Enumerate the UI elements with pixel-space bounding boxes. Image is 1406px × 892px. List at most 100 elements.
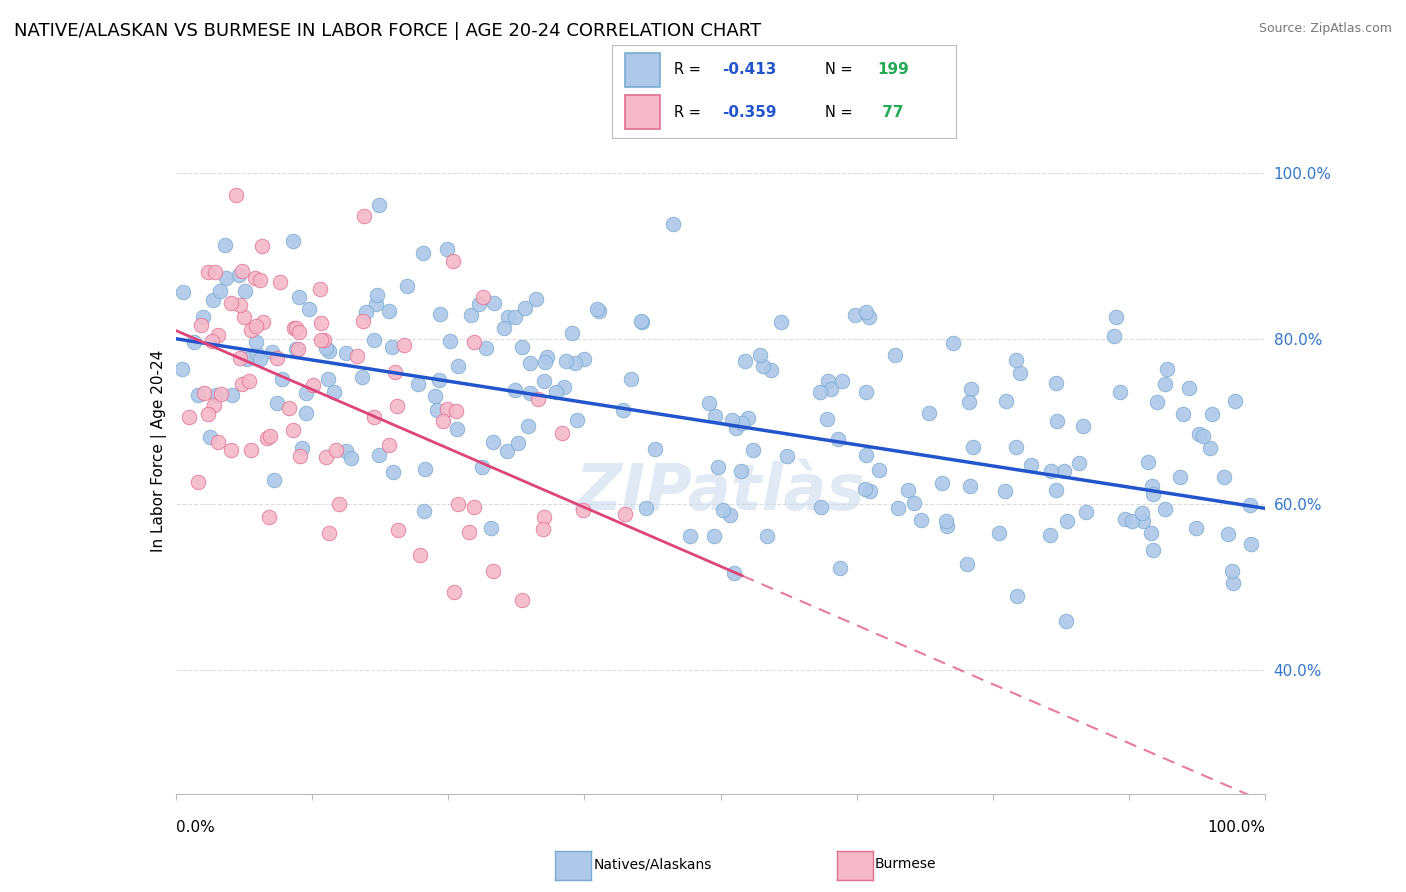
Point bbox=[482, 564, 505, 578]
Point bbox=[1137, 455, 1160, 469]
Point bbox=[1054, 614, 1077, 628]
Text: Source: ZipAtlas.com: Source: ZipAtlas.com bbox=[1258, 22, 1392, 36]
Point bbox=[956, 557, 979, 571]
Point bbox=[382, 465, 405, 479]
Point bbox=[439, 334, 461, 348]
Point bbox=[350, 370, 373, 384]
Point bbox=[519, 356, 541, 370]
Point bbox=[249, 352, 271, 367]
Point bbox=[481, 521, 503, 535]
Point bbox=[266, 351, 288, 365]
Point bbox=[730, 463, 752, 477]
Point bbox=[318, 344, 340, 359]
Point bbox=[815, 411, 838, 425]
Point bbox=[496, 310, 519, 324]
Point bbox=[721, 413, 744, 427]
Point bbox=[661, 217, 683, 231]
Point bbox=[205, 388, 228, 402]
Point bbox=[447, 496, 470, 510]
Point bbox=[354, 305, 377, 319]
Point bbox=[519, 386, 541, 401]
Point bbox=[859, 484, 882, 499]
Point bbox=[988, 525, 1011, 540]
Point bbox=[1053, 465, 1076, 479]
Point bbox=[387, 523, 409, 537]
Point bbox=[246, 347, 269, 361]
Point bbox=[219, 295, 242, 310]
Point bbox=[215, 271, 238, 285]
Point bbox=[283, 234, 305, 248]
FancyBboxPatch shape bbox=[626, 95, 659, 129]
Point bbox=[644, 442, 666, 457]
Point bbox=[1139, 526, 1161, 541]
Point bbox=[231, 264, 253, 278]
Point bbox=[240, 323, 263, 337]
Point bbox=[858, 310, 880, 324]
Point bbox=[406, 377, 429, 392]
Point bbox=[994, 394, 1017, 409]
Point bbox=[942, 335, 965, 350]
Point bbox=[1140, 479, 1163, 493]
Point bbox=[817, 374, 839, 388]
Point bbox=[718, 508, 741, 522]
Point bbox=[328, 497, 350, 511]
Point bbox=[553, 380, 575, 394]
Point bbox=[471, 460, 494, 475]
Point bbox=[551, 425, 574, 440]
Point bbox=[471, 290, 494, 304]
Point bbox=[831, 374, 853, 388]
Point bbox=[249, 273, 271, 287]
Text: R =: R = bbox=[673, 62, 700, 78]
Text: R =: R = bbox=[673, 104, 700, 120]
Point bbox=[298, 302, 321, 317]
Point bbox=[314, 333, 336, 347]
Point bbox=[1178, 381, 1201, 395]
Point bbox=[510, 593, 533, 607]
Point bbox=[536, 351, 558, 365]
Point bbox=[959, 479, 981, 493]
Text: 77: 77 bbox=[877, 104, 903, 120]
Point bbox=[232, 310, 254, 324]
Point bbox=[1040, 464, 1063, 478]
Point bbox=[245, 318, 267, 333]
Point bbox=[482, 296, 505, 310]
Point bbox=[368, 198, 391, 212]
Point bbox=[1045, 483, 1067, 497]
Point bbox=[447, 359, 470, 374]
Point bbox=[444, 404, 467, 418]
Point bbox=[463, 500, 485, 514]
Point bbox=[917, 406, 939, 420]
Point bbox=[853, 482, 876, 496]
Point bbox=[844, 308, 866, 322]
Point bbox=[266, 395, 288, 409]
Point bbox=[936, 519, 959, 533]
Point bbox=[1005, 589, 1028, 603]
Point bbox=[1146, 395, 1168, 409]
Point bbox=[315, 450, 337, 465]
Point bbox=[221, 387, 243, 401]
Point bbox=[263, 473, 285, 487]
Point bbox=[364, 296, 387, 310]
Point bbox=[378, 303, 401, 318]
Point bbox=[427, 373, 450, 387]
Point bbox=[277, 401, 299, 416]
Point bbox=[335, 346, 357, 360]
Point bbox=[1056, 514, 1078, 528]
Point bbox=[291, 441, 314, 455]
Point bbox=[202, 293, 225, 308]
Point bbox=[1201, 408, 1223, 422]
Point bbox=[1168, 470, 1191, 484]
Point bbox=[555, 354, 578, 368]
Point bbox=[734, 354, 756, 368]
Point bbox=[283, 321, 305, 335]
Point bbox=[231, 376, 253, 391]
Point bbox=[1039, 528, 1062, 542]
Point bbox=[475, 341, 498, 355]
Point bbox=[335, 443, 357, 458]
Point bbox=[1220, 564, 1243, 578]
Point bbox=[586, 301, 609, 316]
Point bbox=[245, 335, 267, 350]
Point bbox=[426, 403, 449, 417]
Point bbox=[883, 348, 905, 362]
Point bbox=[366, 288, 388, 302]
